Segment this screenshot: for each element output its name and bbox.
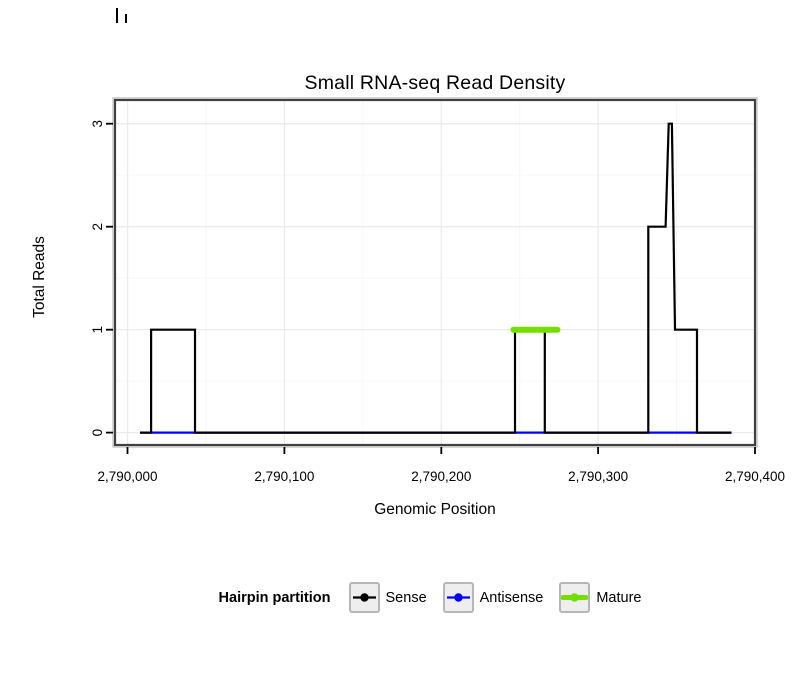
sense-line-icon (352, 593, 376, 602)
svg-text:2,790,100: 2,790,100 (254, 469, 314, 484)
plot-panel: 2,790,000 2,790,100 2,790,200 2,790,300 2,79… (90, 97, 785, 484)
svg-text:2,790,300: 2,790,300 (568, 469, 628, 484)
legend: Hairpin partition Sense Antisense Mature (50, 582, 810, 613)
legend-key-antisense (442, 582, 474, 613)
chart-title: Small RNA-seq Read Density (304, 72, 566, 94)
legend-item-sense: Sense (348, 582, 427, 613)
antisense-line-icon (446, 593, 470, 602)
legend-label-antisense: Antisense (479, 589, 544, 606)
y-axis-label: Total Reads (31, 236, 48, 318)
svg-text:2,790,200: 2,790,200 (411, 469, 471, 484)
legend-label-sense: Sense (385, 589, 427, 606)
legend-key-sense (348, 582, 380, 613)
svg-text:3: 3 (90, 120, 105, 128)
mature-line-icon (561, 593, 589, 602)
legend-label-mature: Mature (596, 589, 642, 606)
svg-text:1: 1 (90, 326, 105, 334)
legend-title: Hairpin partition (218, 589, 331, 606)
x-axis-label: Genomic Position (374, 501, 496, 518)
legend-item-antisense: Antisense (442, 582, 544, 613)
svg-text:0: 0 (90, 429, 105, 437)
svg-text:2: 2 (90, 223, 105, 231)
corner-tick-marks (116, 8, 127, 23)
legend-key-mature (559, 582, 591, 613)
legend-item-mature: Mature (559, 582, 641, 613)
svg-text:2,790,400: 2,790,400 (725, 469, 785, 484)
svg-text:2,790,000: 2,790,000 (97, 469, 157, 484)
